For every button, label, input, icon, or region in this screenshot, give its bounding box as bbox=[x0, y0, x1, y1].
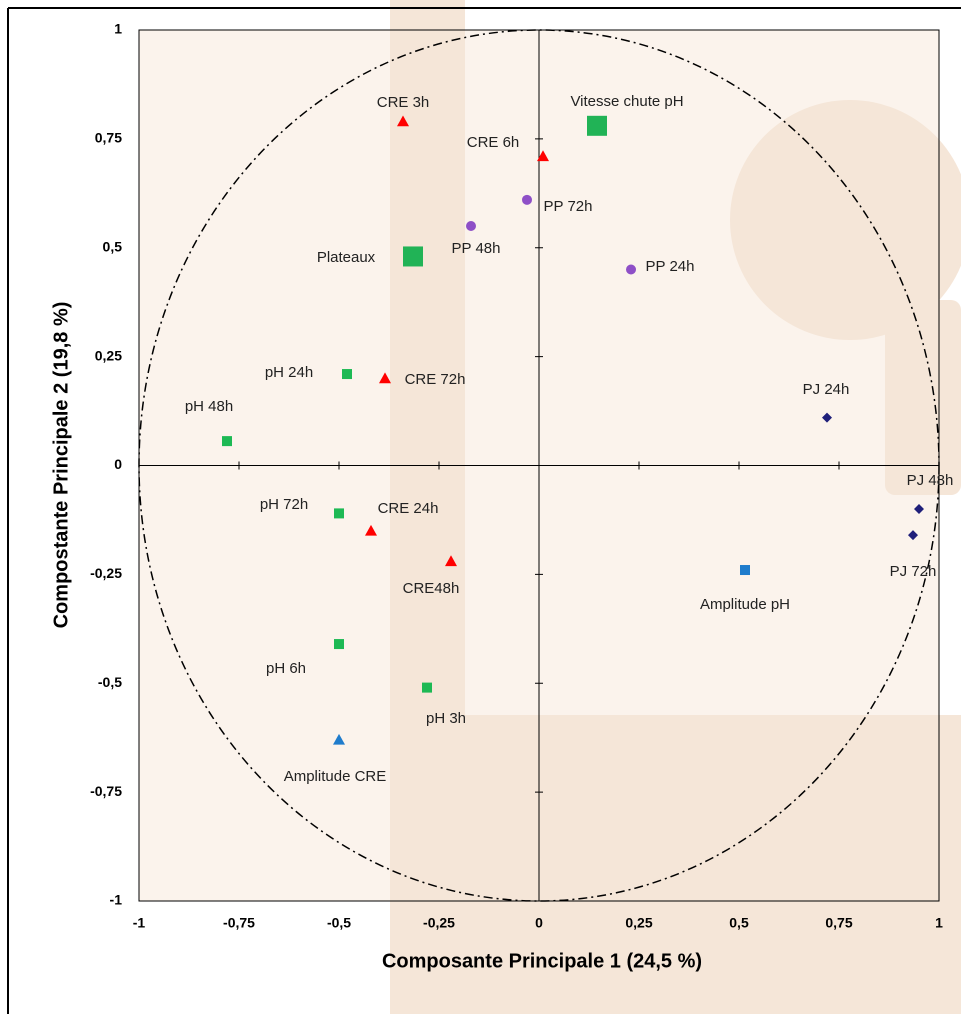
page: Composante Principale 1 (24,5 %) Compost… bbox=[0, 0, 961, 1019]
x-axis-title: Composante Principale 1 (24,5 %) bbox=[382, 950, 702, 972]
y-tick-label: 1 bbox=[114, 21, 122, 37]
x-tick-label: -0,25 bbox=[423, 915, 455, 931]
point-label: CRE 3h bbox=[377, 94, 430, 111]
y-axis-title: Compostante Principale 2 (19,8 %) bbox=[50, 302, 72, 629]
x-tick-label: 0 bbox=[535, 915, 543, 931]
x-tick-label: 1 bbox=[935, 915, 943, 931]
y-tick-label: 0,25 bbox=[95, 347, 122, 363]
point-label: Vitesse chute pH bbox=[570, 93, 683, 110]
point bbox=[522, 195, 532, 205]
y-tick-label: -0,25 bbox=[90, 565, 122, 581]
y-tick-label: 0,5 bbox=[103, 238, 123, 254]
point-label: PP 48h bbox=[452, 240, 501, 257]
x-tick-label: 0,5 bbox=[729, 915, 749, 931]
point bbox=[342, 369, 352, 379]
point-label: Amplitude CRE bbox=[284, 768, 387, 785]
point bbox=[334, 508, 344, 518]
point-label: PJ 48h bbox=[907, 472, 954, 489]
point bbox=[222, 436, 232, 446]
point bbox=[626, 265, 636, 275]
point-label: CRE 72h bbox=[405, 371, 466, 388]
point bbox=[740, 565, 750, 575]
point-label: CRE48h bbox=[403, 580, 460, 597]
y-tick-label: -0,75 bbox=[90, 783, 122, 799]
x-tick-label: -0,75 bbox=[223, 915, 255, 931]
point-label: CRE 6h bbox=[467, 134, 520, 151]
point-label: pH 3h bbox=[426, 710, 466, 727]
point bbox=[334, 639, 344, 649]
point-label: PJ 72h bbox=[890, 563, 937, 580]
y-tick-label: -1 bbox=[110, 892, 123, 908]
x-tick-label: 0,25 bbox=[625, 915, 652, 931]
point-label: Amplitude pH bbox=[700, 596, 790, 613]
x-tick-label: 0,75 bbox=[825, 915, 852, 931]
point bbox=[403, 246, 423, 266]
x-tick-label: -0,5 bbox=[327, 915, 351, 931]
point-label: PP 72h bbox=[544, 198, 593, 215]
point-label: pH 6h bbox=[266, 660, 306, 677]
point bbox=[587, 116, 607, 136]
chart: Composante Principale 1 (24,5 %) Compost… bbox=[0, 0, 961, 1014]
point bbox=[466, 221, 476, 231]
y-tick-label: -0,5 bbox=[98, 674, 122, 690]
y-tick-label: 0 bbox=[114, 456, 122, 472]
point-label: pH 24h bbox=[265, 364, 313, 381]
point-label: Plateaux bbox=[317, 249, 376, 266]
x-tick-label: -1 bbox=[133, 915, 146, 931]
point-label: PP 24h bbox=[646, 258, 695, 275]
point-label: pH 72h bbox=[260, 496, 308, 513]
y-tick-label: 0,75 bbox=[95, 130, 122, 146]
point-label: pH 48h bbox=[185, 398, 233, 415]
point-label: PJ 24h bbox=[803, 381, 850, 398]
point-label: CRE 24h bbox=[378, 500, 439, 517]
point bbox=[422, 683, 432, 693]
